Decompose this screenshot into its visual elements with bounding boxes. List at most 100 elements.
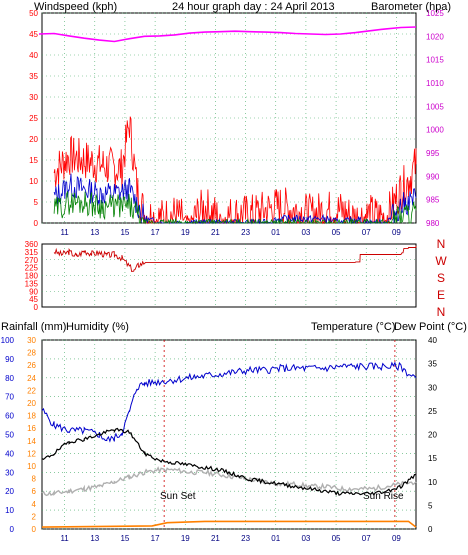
rain-y-tick: 26 [27, 361, 36, 370]
wind-y-tick: 45 [29, 30, 38, 39]
barometer-label: Barometer (hpa) [371, 1, 451, 13]
dir-y-tick: 135 [25, 279, 39, 288]
baro-y-tick: 1015 [426, 56, 444, 65]
dewpoint-line [41, 466, 417, 497]
dir-y-tick: 45 [29, 295, 38, 304]
wind-y-tick: 30 [29, 93, 38, 102]
x-tick-label: 01 [271, 228, 280, 237]
wind-y-tick: 40 [29, 51, 38, 60]
x-tick-label: 15 [120, 228, 129, 237]
wind-low-line [53, 190, 417, 225]
baro-y-tick: 1005 [426, 102, 444, 111]
dir-y-tick: 180 [25, 272, 39, 281]
humidity-y-tick: 100 [1, 336, 15, 345]
humidity-y-tick: 30 [5, 468, 14, 477]
rain-y-tick: 4 [32, 500, 37, 509]
temperature-line [41, 427, 417, 497]
dir-y-tick: 0 [34, 303, 39, 312]
temp-y-tick: 30 [428, 383, 437, 392]
wind-y-tick: 0 [34, 219, 39, 228]
x-tick-label: 13 [90, 228, 99, 237]
wind-y-tick: 35 [29, 72, 38, 81]
sun-rise-label: Sun Rise [363, 491, 404, 502]
temp-y-tick: 40 [428, 336, 437, 345]
rain-y-tick: 10 [27, 462, 36, 471]
dir-y-tick: 315 [25, 248, 39, 257]
x-tick-label: 03 [301, 534, 310, 543]
x-tick-label: 11 [60, 534, 69, 543]
humidity-y-tick: 10 [5, 506, 14, 515]
rain-y-tick: 30 [27, 336, 36, 345]
temp-y-tick: 25 [428, 407, 437, 416]
wind-y-tick: 50 [29, 9, 38, 18]
x-tick-label: 07 [362, 534, 371, 543]
wind-y-tick: 25 [29, 114, 38, 123]
x-tick-label: 17 [151, 228, 160, 237]
temp-y-tick: 0 [428, 525, 433, 534]
windspeed-label: Windspeed (kph) [34, 1, 117, 13]
dir-y-tick: 360 [25, 240, 39, 249]
sun-set-label: Sun Set [160, 491, 196, 502]
humidity-y-tick: 20 [5, 487, 14, 496]
temp-y-tick: 10 [428, 478, 437, 487]
humidity-y-tick: 50 [5, 431, 14, 440]
humidity-y-tick: 90 [5, 355, 14, 364]
rain-y-tick: 24 [27, 374, 36, 383]
x-tick-label: 13 [90, 534, 99, 543]
rain-y-tick: 14 [27, 437, 36, 446]
rain-y-tick: 0 [32, 525, 37, 534]
humidity-y-tick: 70 [5, 393, 14, 402]
x-tick-label: 17 [151, 534, 160, 543]
wind-y-tick: 15 [29, 156, 38, 165]
humidity-label: Humidity (%) [66, 321, 129, 333]
temp-y-tick: 5 [428, 501, 433, 510]
rain-y-tick: 20 [27, 399, 36, 408]
x-tick-label: 11 [60, 228, 69, 237]
x-tick-label: 05 [332, 228, 341, 237]
x-tick-label: 21 [211, 228, 220, 237]
baro-y-tick: 985 [426, 196, 440, 205]
baro-y-tick: 980 [426, 219, 440, 228]
rain-y-tick: 2 [32, 512, 37, 521]
rainfall-label: Rainfall (mm) [1, 321, 66, 333]
x-tick-label: 15 [120, 534, 129, 543]
rainfall-line [41, 520, 417, 528]
wind-y-tick: 10 [29, 177, 38, 186]
humidity-y-tick: 60 [5, 412, 14, 421]
x-tick-label: 19 [181, 534, 190, 543]
rain-y-tick: 8 [32, 475, 37, 484]
x-tick-label: 23 [241, 228, 250, 237]
x-tick-label: 07 [362, 228, 371, 237]
humidity-y-tick: 0 [10, 525, 15, 534]
humidity-y-tick: 40 [5, 449, 14, 458]
baro-y-tick: 1000 [426, 126, 444, 135]
baro-y-tick: 1025 [426, 9, 444, 18]
dewpoint-label: Dew Point (°C) [394, 321, 467, 333]
x-tick-label: 09 [392, 228, 401, 237]
direction-line [53, 245, 417, 273]
temperature-label: Temperature (°C) [311, 321, 395, 333]
temp-y-tick: 20 [428, 431, 437, 440]
compass-label: E [437, 288, 445, 302]
rain-y-tick: 16 [27, 424, 36, 433]
rain-y-tick: 6 [32, 487, 37, 496]
rain-y-tick: 12 [27, 449, 36, 458]
x-tick-label: 21 [211, 534, 220, 543]
rain-y-tick: 28 [27, 349, 36, 358]
baro-y-tick: 1010 [426, 79, 444, 88]
x-tick-label: 09 [392, 534, 401, 543]
temp-y-tick: 15 [428, 454, 437, 463]
baro-y-tick: 990 [426, 172, 440, 181]
wind-y-tick: 20 [29, 135, 38, 144]
temp-y-tick: 35 [428, 360, 437, 369]
x-tick-label: 03 [301, 228, 310, 237]
dir-y-tick: 225 [25, 264, 39, 273]
compass-label: N [437, 305, 446, 319]
wind-plot-area [41, 12, 417, 224]
x-tick-label: 05 [332, 534, 341, 543]
chart-title: 24 hour graph day : 24 April 2013 [172, 1, 335, 13]
rain-y-tick: 18 [27, 412, 36, 421]
humidity-y-tick: 80 [5, 374, 14, 383]
